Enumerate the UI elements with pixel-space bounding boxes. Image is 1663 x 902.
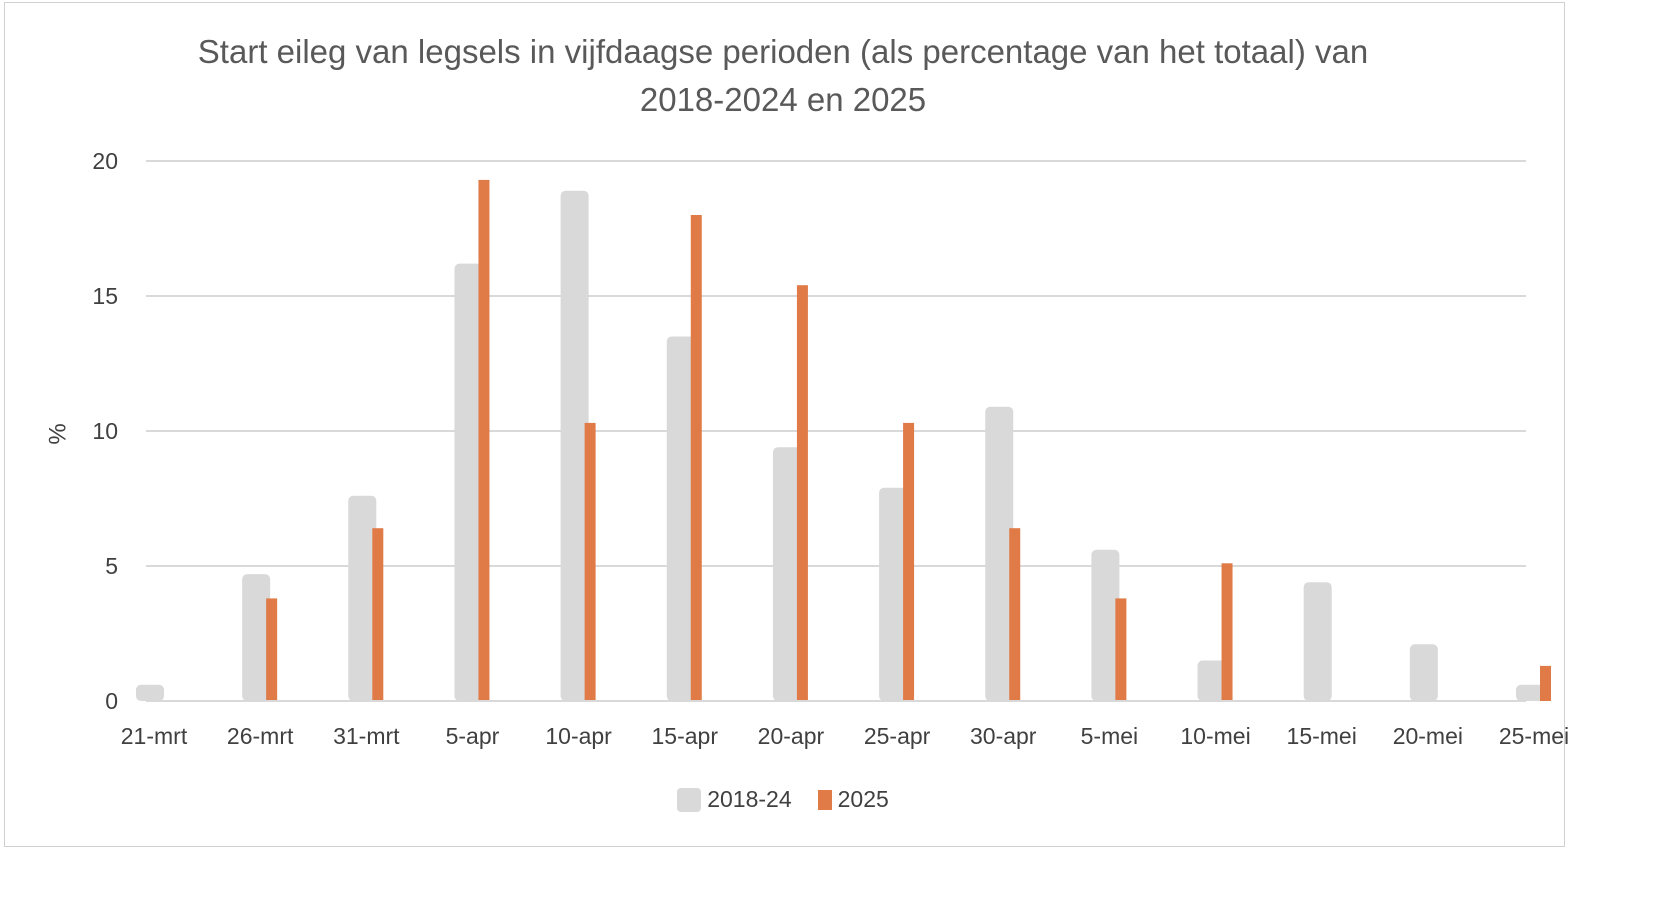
chart-title-line-1: Start eileg van legsels in vijfdaagse pe… <box>197 33 1369 70</box>
bar-2018-24-20-apr <box>772 447 801 701</box>
bar-2025-15-apr <box>690 215 702 701</box>
x-tick-label: 25-mei <box>1499 723 1569 749</box>
bar-2018-24-5-mei <box>1091 549 1120 701</box>
y-tick-label: 15 <box>92 283 118 309</box>
bar-2018-24-10-mei <box>1197 660 1226 701</box>
bar-2018-24-30-apr <box>985 406 1014 701</box>
x-tick-label: 5-apr <box>446 723 500 749</box>
bar-2018-24-25-mei <box>1516 684 1544 701</box>
y-tick-label: 10 <box>92 418 118 444</box>
bar-2025-20-apr <box>796 285 808 701</box>
bars <box>136 179 1551 702</box>
bar-2025-25-mei <box>1540 665 1551 701</box>
legend-item-series-2: 2025 <box>817 786 889 813</box>
bar-2025-31-mrt <box>372 528 384 701</box>
bar-2025-30-apr <box>1009 528 1021 701</box>
y-tick-label: 5 <box>105 553 118 579</box>
x-tick-labels: 21-mrt 26-mrt 31-mrt 5-apr 10-apr 15-apr 20-ap… <box>121 723 1569 749</box>
bar-2025-5-apr <box>478 179 490 701</box>
y-tick-labels: 0 5 10 15 20 <box>92 148 118 714</box>
bar-2018-24-31-mrt <box>348 495 377 701</box>
legend-label-series-1: 2018-24 <box>707 786 792 812</box>
legend-label-series-2: 2025 <box>837 786 889 812</box>
bar-2018-24-15-mei <box>1303 582 1332 701</box>
legend-swatch-series-2 <box>817 789 832 810</box>
x-tick-label: 20-apr <box>758 723 825 749</box>
x-tick-label: 10-apr <box>545 723 612 749</box>
x-tick-label: 5-mei <box>1081 723 1139 749</box>
bar-2025-26-mrt <box>266 598 278 701</box>
bar-2025-5-mei <box>1115 598 1127 701</box>
bar-2018-24-5-apr <box>454 263 483 701</box>
x-tick-label: 10-mei <box>1180 723 1250 749</box>
x-tick-label: 30-apr <box>970 723 1037 749</box>
y-tick-label: 0 <box>105 688 118 714</box>
x-tick-label: 15-mei <box>1287 723 1357 749</box>
y-tick-label: 20 <box>92 148 118 174</box>
chart-frame <box>4 2 1565 847</box>
chart-title: Start eileg van legsels in vijfdaagse pe… <box>0 28 1566 124</box>
x-tick-label: 31-mrt <box>333 723 400 749</box>
chart-title-line-2: 2018-2024 en 2025 <box>639 81 927 118</box>
bar-2018-24-25-apr <box>879 487 908 701</box>
legend: 2018-24 2025 <box>0 786 1566 813</box>
bar-2018-24-20-mei <box>1409 644 1438 701</box>
x-tick-label: 21-mrt <box>121 723 188 749</box>
x-tick-label: 26-mrt <box>227 723 294 749</box>
legend-item-series-1: 2018-24 <box>677 786 792 813</box>
bar-2025-25-apr <box>903 422 915 701</box>
bar-2025-10-mei <box>1221 563 1233 701</box>
bar-2025-10-apr <box>584 422 596 701</box>
x-tick-label: 20-mei <box>1393 723 1463 749</box>
x-tick-label: 25-apr <box>864 723 931 749</box>
bar-2018-24-21-mrt <box>136 684 164 701</box>
legend-swatch-series-1 <box>677 787 702 812</box>
bar-2018-24-26-mrt <box>242 574 271 701</box>
bar-2018-24-10-apr <box>560 190 589 701</box>
bar-2018-24-15-apr <box>666 336 695 701</box>
x-tick-label: 15-apr <box>652 723 719 749</box>
